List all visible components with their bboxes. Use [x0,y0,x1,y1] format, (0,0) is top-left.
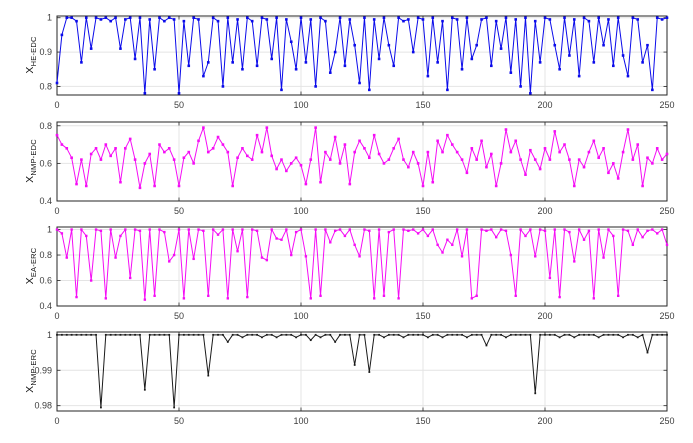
svg-text:0.9: 0.9 [39,47,52,57]
plot-nmp-edc: 0.4 0.6 0.8 0 50 100 150 200 250 [39,121,674,216]
svg-text:150: 150 [415,100,430,110]
svg-text:0.98: 0.98 [34,401,52,411]
svg-text:250: 250 [659,416,674,426]
svg-text:150: 150 [415,416,430,426]
plot-nmp-erc: 0.98 0.99 1 0 50 100 150 200 250 [34,330,674,426]
svg-text:1: 1 [47,225,52,235]
svg-text:0.6: 0.6 [39,276,52,286]
svg-text:0.99: 0.99 [34,365,52,375]
svg-text:200: 200 [537,100,552,110]
svg-text:100: 100 [293,100,308,110]
svg-text:0: 0 [54,100,59,110]
svg-text:50: 50 [174,311,184,321]
plot-he-edc: 0.8 0.9 1 0 50 100 150 200 250 [39,13,674,110]
svg-text:0: 0 [54,206,59,216]
svg-text:0.8: 0.8 [39,250,52,260]
svg-text:150: 150 [415,206,430,216]
svg-text:1: 1 [47,330,52,340]
svg-text:0.8: 0.8 [39,121,52,131]
svg-text:0.4: 0.4 [39,196,52,206]
svg-text:0.4: 0.4 [39,301,52,311]
svg-text:50: 50 [174,416,184,426]
svg-text:50: 50 [174,206,184,216]
svg-text:250: 250 [659,311,674,321]
plot-ea-erc: 0.4 0.6 0.8 1 0 50 100 150 200 250 [39,225,674,321]
svg-text:200: 200 [537,311,552,321]
svg-text:0: 0 [54,416,59,426]
svg-text:150: 150 [415,311,430,321]
svg-text:100: 100 [293,416,308,426]
svg-text:0.8: 0.8 [39,81,52,91]
svg-text:200: 200 [537,416,552,426]
svg-text:250: 250 [659,206,674,216]
svg-text:200: 200 [537,206,552,216]
svg-text:100: 100 [293,311,308,321]
svg-text:50: 50 [174,100,184,110]
svg-text:250: 250 [659,100,674,110]
svg-text:1: 1 [47,13,52,23]
svg-text:0: 0 [54,311,59,321]
svg-text:0.6: 0.6 [39,158,52,168]
svg-text:100: 100 [293,206,308,216]
